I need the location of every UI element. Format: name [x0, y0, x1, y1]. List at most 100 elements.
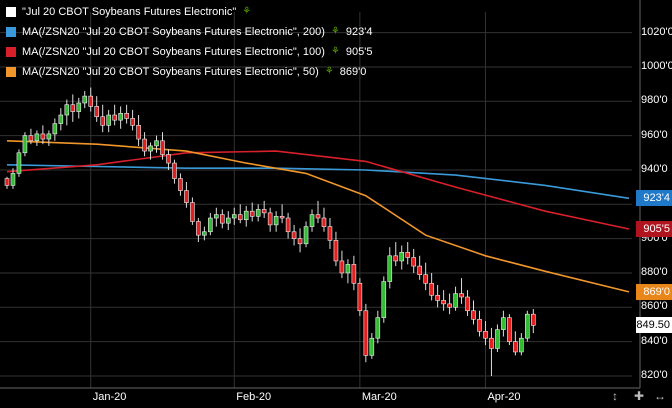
candle-body — [124, 112, 129, 119]
chart-legend: "Jul 20 CBOT Soybeans Futures Electronic… — [6, 2, 372, 82]
candle-body — [297, 238, 303, 245]
legend-row[interactable]: MA(/ZSN20 "Jul 20 CBOT Soybeans Futures … — [6, 62, 372, 82]
candle-body — [255, 209, 261, 217]
candle-body — [327, 226, 333, 241]
price-tag: 869'0 — [636, 283, 672, 300]
y-tick-label: 840'0 — [641, 334, 668, 347]
candle-body — [477, 319, 482, 332]
candle-body — [94, 106, 100, 118]
fit-vertical-icon[interactable]: ↕ — [612, 389, 618, 403]
price-tag: 849.50 — [636, 317, 672, 334]
legend-row[interactable]: MA(/ZSN20 "Jul 20 CBOT Soybeans Futures … — [6, 42, 372, 62]
candle-body — [435, 294, 440, 301]
candle-body — [202, 231, 207, 236]
candle-body — [303, 226, 309, 245]
candle-body — [345, 264, 351, 274]
candle-body — [64, 104, 70, 116]
legend-row[interactable]: MA(/ZSN20 "Jul 20 CBOT Soybeans Futures … — [6, 22, 372, 42]
candle-body — [525, 313, 530, 339]
legend-label: "Jul 20 CBOT Soybeans Futures Electronic… — [22, 6, 237, 18]
candle-body — [519, 337, 524, 353]
candle-body — [58, 114, 64, 124]
leaf-icon[interactable]: ⚘ — [242, 6, 252, 17]
candle-body — [483, 331, 488, 339]
candle-body — [10, 173, 16, 186]
candle-body — [220, 214, 225, 224]
y-tick-label: 1000'0 — [641, 59, 672, 72]
candle-body — [531, 313, 536, 326]
candle-body — [351, 264, 357, 284]
legend-swatch — [6, 67, 16, 77]
legend-swatch — [6, 47, 16, 57]
legend-value: 869'0 — [339, 66, 367, 78]
candle-body — [363, 310, 369, 356]
candle-body — [489, 337, 494, 349]
y-tick-label: 940'0 — [641, 162, 668, 175]
candle-body — [100, 116, 105, 126]
candle-body — [154, 140, 159, 147]
candle-body — [291, 231, 297, 239]
legend-swatch — [6, 27, 16, 37]
candle-body — [82, 95, 88, 104]
candle-body — [190, 202, 195, 222]
candle-body — [315, 214, 321, 219]
candle-body — [261, 209, 267, 214]
candle-body — [399, 252, 405, 262]
leaf-icon[interactable]: ⚘ — [330, 46, 340, 57]
price-tag: 905'5 — [636, 221, 672, 237]
expand-icon[interactable]: ✚ — [634, 389, 645, 403]
ma-line-0 — [6, 164, 630, 200]
candle-body — [333, 240, 339, 262]
candle-body — [393, 255, 399, 262]
candle-body — [4, 178, 10, 186]
candle-body — [309, 214, 315, 227]
y-tick-label: 1020'0 — [641, 25, 672, 38]
candle-body — [88, 95, 94, 107]
legend-label: MA(/ZSN20 "Jul 20 CBOT Soybeans Futures … — [22, 26, 325, 38]
candle-body — [106, 114, 111, 126]
candle-body — [321, 217, 327, 227]
legend-label: MA(/ZSN20 "Jul 20 CBOT Soybeans Futures … — [22, 46, 325, 58]
candle-body — [237, 214, 243, 221]
leaf-icon[interactable]: ⚘ — [330, 26, 340, 37]
candle-body — [22, 135, 28, 154]
candle-body — [208, 217, 213, 233]
candle-body — [417, 265, 422, 275]
legend-row[interactable]: "Jul 20 CBOT Soybeans Futures Electronic… — [6, 2, 372, 22]
candle-body — [273, 216, 279, 226]
leaf-icon[interactable]: ⚘ — [324, 66, 334, 77]
candle-body — [387, 255, 393, 282]
ma-line-1 — [6, 150, 630, 230]
candle-body — [339, 260, 345, 274]
candle-body — [34, 133, 40, 142]
candle-body — [453, 293, 458, 308]
candle-body — [76, 102, 82, 112]
pan-icon[interactable]: ↔ — [654, 389, 666, 403]
candle-body — [405, 252, 411, 258]
x-tick-label: Mar-20 — [361, 391, 397, 403]
y-tick-label: 820'0 — [641, 368, 668, 381]
candle-body — [423, 274, 428, 284]
y-tick-label: 960'0 — [641, 128, 668, 141]
candle-body — [148, 145, 153, 152]
candle-body — [118, 112, 123, 121]
candle-body — [160, 140, 165, 155]
candle-body — [214, 214, 219, 219]
candle-body — [411, 257, 416, 267]
x-tick-label: Jan-20 — [92, 391, 127, 403]
candle-body — [142, 138, 147, 152]
candle-body — [447, 303, 452, 308]
candle-body — [70, 104, 76, 112]
candle-body — [495, 329, 500, 349]
candle-body — [243, 210, 249, 221]
candle-body — [471, 310, 476, 320]
candle-body — [459, 293, 464, 298]
candle-body — [267, 212, 273, 226]
x-tick-label: Apr-20 — [487, 391, 521, 403]
ma-line-2 — [6, 140, 630, 293]
y-tick-label: 880'0 — [641, 265, 668, 278]
candle-body — [375, 317, 381, 339]
candle-body — [196, 221, 201, 236]
y-tick-label: 980'0 — [641, 94, 668, 107]
